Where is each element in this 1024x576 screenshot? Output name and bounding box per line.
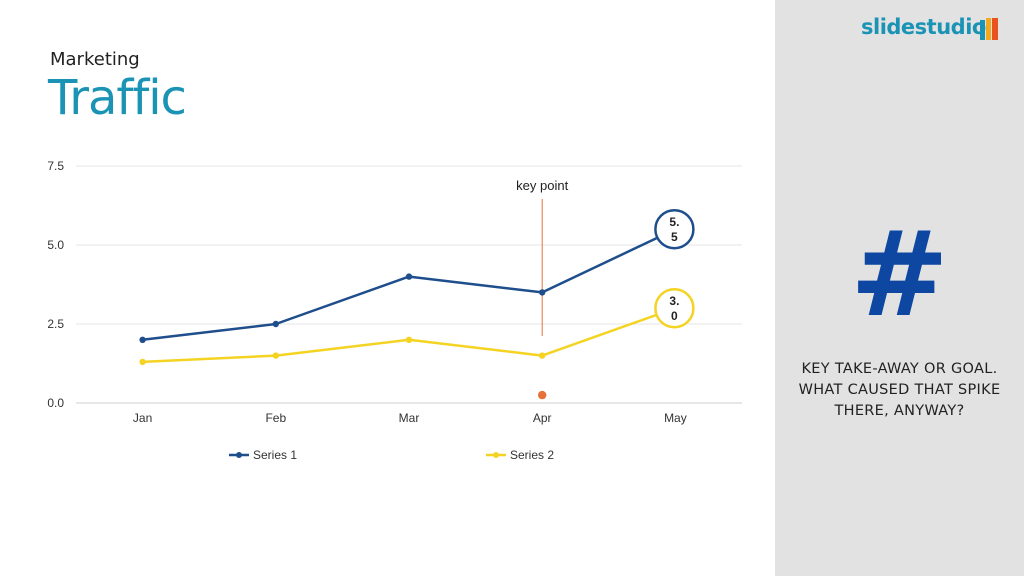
x-tick-label: Mar [399,411,420,425]
value-callout [654,287,695,329]
y-tick-label: 7.5 [47,159,64,173]
hash-icon: # [850,205,949,343]
series-2-point [272,352,279,359]
series-1-point [539,289,546,296]
series-2-point [405,336,413,343]
x-tick-label: Apr [533,411,552,425]
slide-subtitle: Marketing [50,49,140,70]
legend-marker [493,452,499,458]
series-line-1 [142,228,676,342]
slide-canvas: Marketing Traffic 0.0 2.5 5.0 7.5 Jan Feb Mar A… [47,49,742,462]
legend-label: Series 2 [510,448,554,462]
x-tick-label: Feb [265,411,286,425]
annotation-label: key point [516,178,568,193]
series-2-point [539,352,546,359]
sidebar-panel: slidestudio # KEY TAKE-AWAY OR GOAL. WHA… [775,0,1024,576]
highlight-dot [538,390,547,400]
legend-marker [236,452,242,458]
value-callout [654,208,695,250]
legend-label: Series 1 [253,448,297,462]
callout-label: 3. [669,294,679,308]
brand-mark-icon [980,18,998,40]
takeaway-text: KEY TAKE-AWAY OR GOAL. WHAT CAUSED THAT … [798,361,1001,419]
callout-label: 5. [669,215,679,229]
series-2-point [139,358,146,366]
series-1-point [405,273,413,280]
y-tick-label: 2.5 [47,317,64,331]
series-line-2 [142,307,676,364]
series-1-point [139,336,146,343]
slide-title: Traffic [48,70,187,126]
line-chart: 0.0 2.5 5.0 7.5 Jan Feb Mar Apr May key point 5.5 3… [47,159,742,462]
callout-label: 0 [671,309,678,323]
callout-label: 5 [671,230,678,244]
y-tick-label: 5.0 [47,238,64,252]
series-1-point [272,320,279,328]
brand-logo: slidestudio [861,15,986,39]
x-tick-label: May [664,411,687,425]
x-tick-label: Jan [133,411,152,425]
y-tick-label: 0.0 [47,396,64,410]
